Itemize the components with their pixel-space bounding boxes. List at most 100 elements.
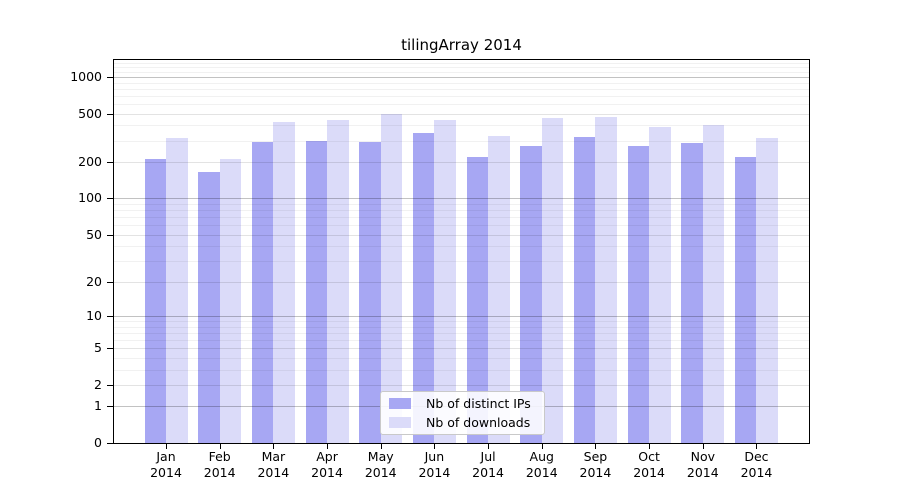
bar-distinct-ips-jul bbox=[466, 156, 489, 443]
x-tick-label-feb: Feb 2014 bbox=[203, 449, 236, 480]
bar-distinct-ips-nov bbox=[681, 143, 703, 443]
plot-area: Nb of distinct IPs Nb of downloads bbox=[113, 59, 810, 444]
gridline-9 bbox=[114, 321, 809, 322]
gridline-100 bbox=[114, 198, 809, 200]
x-tick-label-sep: Sep 2014 bbox=[579, 449, 612, 480]
gridline-1300 bbox=[114, 63, 809, 65]
bar-downloads-nov bbox=[702, 124, 725, 443]
y-tick-label-10: 10 bbox=[86, 307, 102, 323]
gridline-3 bbox=[114, 369, 809, 371]
gridline-200 bbox=[114, 162, 809, 163]
bar-downloads-jul bbox=[488, 136, 510, 443]
y-axis-tick-200 bbox=[107, 162, 113, 163]
bar-downloads-sep bbox=[595, 116, 617, 443]
y-tick-label-2: 2 bbox=[94, 376, 102, 392]
gridline-7 bbox=[114, 332, 809, 334]
x-axis-tick-jan bbox=[166, 444, 167, 449]
bar-downloads-oct bbox=[649, 126, 671, 443]
x-axis-tick-dec bbox=[756, 444, 758, 449]
gridline-700 bbox=[114, 95, 809, 97]
y-tick-label-500: 500 bbox=[78, 105, 102, 121]
y-axis-tick-1000 bbox=[107, 76, 113, 78]
bar-distinct-ips-dec bbox=[734, 156, 757, 443]
y-tick-label-5: 5 bbox=[94, 340, 102, 356]
x-axis-tick-jul bbox=[488, 444, 490, 449]
bar-distinct-ips-sep bbox=[573, 137, 596, 443]
bar-distinct-ips-apr bbox=[305, 140, 328, 443]
legend-label-distinct-ips: Nb of distinct IPs bbox=[426, 396, 531, 411]
gridline-30 bbox=[114, 261, 809, 263]
x-tick-label-nov: Nov 2014 bbox=[686, 449, 719, 480]
x-tick-label-may: May 2014 bbox=[364, 449, 397, 480]
gridline-1200 bbox=[114, 67, 809, 69]
gridline-1000 bbox=[114, 76, 809, 78]
gridline-500 bbox=[114, 113, 809, 115]
y-axis-tick-1 bbox=[107, 406, 113, 408]
bar-downloads-apr bbox=[327, 119, 349, 443]
y-axis-tick-100 bbox=[107, 198, 113, 200]
gridline-60 bbox=[114, 225, 809, 227]
gridline-6 bbox=[114, 339, 809, 341]
x-axis-tick-mar bbox=[273, 444, 275, 449]
legend-swatch-downloads bbox=[389, 417, 411, 428]
y-tick-label-20: 20 bbox=[86, 273, 102, 289]
y-tick-label-1: 1 bbox=[94, 398, 102, 414]
gridline-5 bbox=[114, 348, 809, 350]
gridline-8 bbox=[114, 326, 809, 328]
y-tick-label-200: 200 bbox=[78, 154, 102, 169]
bar-distinct-ips-may bbox=[359, 141, 381, 443]
gridline-1100 bbox=[114, 71, 809, 73]
legend-label-downloads: Nb of downloads bbox=[426, 415, 531, 430]
x-axis-tick-oct bbox=[649, 444, 651, 449]
y-axis-tick-20 bbox=[107, 281, 113, 283]
gridline-600 bbox=[114, 103, 809, 105]
y-tick-label-0: 0 bbox=[94, 435, 102, 450]
gridline-20 bbox=[114, 281, 809, 283]
x-axis-tick-may bbox=[380, 444, 382, 449]
x-axis-tick-apr bbox=[327, 444, 329, 449]
x-tick-label-jun: Jun 2014 bbox=[418, 449, 451, 480]
y-tick-label-100: 100 bbox=[78, 190, 102, 206]
x-axis-tick-jun bbox=[434, 444, 436, 449]
legend-item-distinct-ips: Nb of distinct IPs bbox=[389, 396, 536, 411]
legend-swatch-distinct-ips bbox=[389, 398, 411, 409]
bar-downloads-jan bbox=[166, 138, 188, 443]
y-axis-tick-10 bbox=[107, 315, 113, 317]
plot-canvas: Nb of distinct IPs Nb of downloads bbox=[114, 60, 809, 443]
gridline-80 bbox=[114, 210, 809, 212]
legend-item-downloads: Nb of downloads bbox=[389, 415, 536, 430]
x-tick-label-dec: Dec 2014 bbox=[740, 449, 773, 480]
gridline-4 bbox=[114, 357, 809, 359]
bar-downloads-may bbox=[380, 113, 403, 443]
y-axis-tick-2 bbox=[107, 384, 113, 386]
gridline-400 bbox=[114, 125, 809, 127]
y-axis-tick-5 bbox=[107, 348, 113, 350]
bar-distinct-ips-feb bbox=[198, 172, 220, 443]
bar-downloads-dec bbox=[756, 138, 778, 443]
bar-downloads-feb bbox=[219, 159, 242, 443]
gridline-900 bbox=[114, 82, 809, 84]
bar-distinct-ips-oct bbox=[627, 146, 650, 443]
y-axis-tick-50 bbox=[107, 234, 113, 236]
x-axis-tick-aug bbox=[541, 444, 543, 449]
x-tick-label-oct: Oct 2014 bbox=[633, 449, 666, 480]
gridline-70 bbox=[114, 217, 809, 219]
bar-distinct-ips-jun bbox=[412, 133, 435, 443]
x-tick-label-jul: Jul 2014 bbox=[472, 449, 504, 480]
y-tick-label-50: 50 bbox=[86, 226, 102, 242]
y-axis-tick-500 bbox=[107, 113, 113, 115]
bar-downloads-mar bbox=[273, 121, 295, 443]
x-tick-label-aug: Aug 2014 bbox=[525, 449, 558, 480]
bar-distinct-ips-aug bbox=[520, 146, 542, 443]
bar-distinct-ips-jan bbox=[144, 159, 166, 443]
bar-downloads-aug bbox=[541, 118, 564, 443]
gridline-90 bbox=[114, 203, 809, 205]
x-tick-label-mar: Mar 2014 bbox=[257, 449, 290, 480]
gridline-50 bbox=[114, 234, 809, 236]
gridline-300 bbox=[114, 140, 809, 142]
x-axis-tick-nov bbox=[702, 444, 704, 449]
x-tick-label-jan: Jan 2014 bbox=[150, 449, 182, 480]
y-tick-label-1000: 1000 bbox=[70, 68, 102, 84]
gridline-800 bbox=[114, 88, 809, 90]
